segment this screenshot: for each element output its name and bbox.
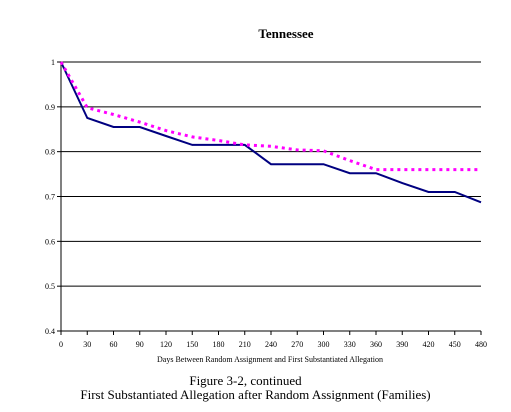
x-tick-label: 240 — [265, 340, 277, 349]
x-tick-label: 420 — [423, 340, 435, 349]
x-tick-label: 330 — [344, 340, 356, 349]
x-tick-label: 270 — [291, 340, 303, 349]
x-tick-label: 390 — [396, 340, 408, 349]
figure-number: Figure 3-2, continued — [189, 373, 302, 388]
series-line-dotted — [59, 61, 481, 172]
y-tick-label: 0.4 — [45, 327, 55, 336]
chart: 0.4 0.5 0.6 0.7 0.8 0.9 1 0 30 60 90 120 150 180 210 24… — [45, 26, 487, 364]
tick-labels: 0.4 0.5 0.6 0.7 0.8 0.9 1 0 30 60 90 120 150 180 210 24… — [45, 58, 487, 349]
gridlines — [61, 61, 481, 332]
y-tick-label: 0.7 — [45, 193, 55, 202]
y-tick-label: 0.5 — [45, 282, 55, 291]
x-tick-label: 180 — [213, 340, 225, 349]
chart-title: Tennessee — [258, 26, 313, 41]
x-tick-label: 450 — [449, 340, 461, 349]
axes — [57, 61, 482, 335]
x-axis-label: Days Between Random Assignment and First… — [157, 355, 383, 364]
x-tick-label: 150 — [186, 340, 198, 349]
y-tick-label: 0.9 — [45, 103, 55, 112]
series-lines — [59, 61, 482, 204]
x-tick-label: 210 — [239, 340, 251, 349]
y-tick-label: 0.6 — [45, 237, 55, 246]
x-tick-label: 120 — [160, 340, 172, 349]
x-tick-label: 360 — [370, 340, 382, 349]
series-line-solid — [60, 61, 482, 204]
x-tick-label: 300 — [318, 340, 330, 349]
x-tick-label: 30 — [83, 340, 91, 349]
x-tick-label: 90 — [136, 340, 144, 349]
y-tick-label: 1 — [51, 58, 55, 67]
figure-caption: First Substantiated Allegation after Ran… — [80, 387, 431, 402]
x-tick-label: 0 — [59, 340, 63, 349]
x-tick-label: 480 — [475, 340, 487, 349]
x-tick-label: 60 — [110, 340, 118, 349]
y-tick-label: 0.8 — [45, 148, 55, 157]
